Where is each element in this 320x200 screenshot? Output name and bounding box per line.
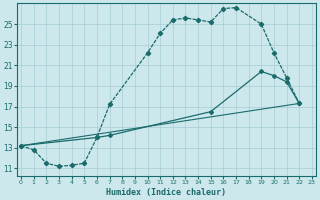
X-axis label: Humidex (Indice chaleur): Humidex (Indice chaleur) [107,188,227,197]
